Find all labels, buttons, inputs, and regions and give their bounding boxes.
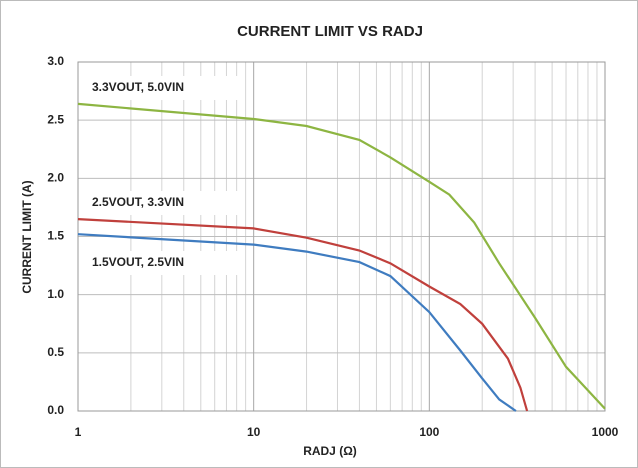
series-label-box bbox=[80, 251, 240, 275]
plot-border bbox=[77, 61, 606, 412]
y-axis-label: CURRENT LIMIT (A) bbox=[20, 180, 34, 293]
chart-title: CURRENT LIMIT VS RADJ bbox=[237, 23, 423, 40]
y-tick-label: 1.0 bbox=[47, 287, 64, 301]
y-tick-label: 1.5 bbox=[47, 229, 64, 243]
x-tick-label: 10 bbox=[247, 425, 261, 439]
y-tick-label: 3.0 bbox=[47, 54, 64, 68]
series-line bbox=[77, 218, 529, 412]
x-tick-label: 100 bbox=[419, 425, 439, 439]
x-tick-label: 1 bbox=[75, 425, 82, 439]
series-label: 3.3VOUT, 5.0VIN bbox=[92, 80, 184, 94]
x-axis-label: RADJ (Ω) bbox=[303, 444, 357, 458]
series-label-box bbox=[80, 191, 240, 215]
series-label: 1.5VOUT, 2.5VIN bbox=[92, 255, 184, 269]
y-tick-label: 0.0 bbox=[47, 403, 64, 417]
y-tick-label: 0.5 bbox=[47, 345, 64, 359]
y-tick-label: 2.0 bbox=[47, 171, 64, 185]
y-tick-label: 2.5 bbox=[47, 112, 64, 126]
x-tick-label: 1000 bbox=[592, 425, 619, 439]
series-label: 2.5VOUT, 3.3VIN bbox=[92, 195, 184, 209]
series-line bbox=[77, 102, 606, 410]
series-line bbox=[77, 233, 517, 412]
series-label-box bbox=[80, 76, 240, 100]
